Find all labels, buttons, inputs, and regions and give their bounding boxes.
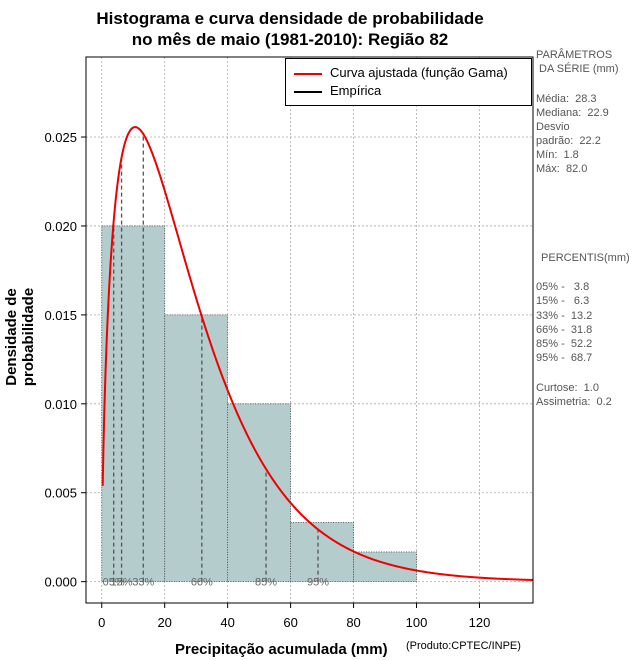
params-heading-1: PARÂMETROS bbox=[536, 49, 613, 61]
x-axis-label: Precipitação acumulada (mm) bbox=[175, 641, 388, 658]
percentis-heading: PERCENTIS(mm) bbox=[538, 252, 630, 264]
x-tick-label: 80 bbox=[346, 615, 360, 630]
y-axis-label: Densidade de probabilidade bbox=[3, 287, 37, 387]
y-tick-label: 0.010 bbox=[44, 397, 77, 412]
y-tick-label: 0.015 bbox=[44, 308, 77, 323]
legend-item-curve: Curva ajustada (função Gama) bbox=[294, 65, 508, 80]
percentile-label: 33% bbox=[132, 577, 154, 589]
legend-label-empirical: Empírica bbox=[330, 83, 382, 98]
percentile-label: 05% bbox=[103, 577, 125, 589]
legend: Curva ajustada (função Gama) Empírica bbox=[285, 58, 532, 106]
percentil-row: 05% - 3.8 bbox=[536, 281, 590, 293]
percentil-row: 33% - 13.2 bbox=[536, 310, 593, 322]
param-mediana: Mediana: 22.9 bbox=[536, 107, 609, 119]
x-tick-label: 40 bbox=[220, 615, 234, 630]
y-tick-label: 0.020 bbox=[44, 219, 77, 234]
param-max: Máx: 82.0 bbox=[536, 163, 588, 175]
x-tick-label: 20 bbox=[157, 615, 171, 630]
histogram-bar bbox=[101, 225, 166, 583]
param-desvio-2: padrão: 22.2 bbox=[536, 135, 601, 147]
x-tick-label: 60 bbox=[283, 615, 297, 630]
y-tick-label: 0.000 bbox=[44, 575, 77, 590]
y-tick-label: 0.025 bbox=[44, 130, 77, 145]
percentile-label: 85% bbox=[255, 577, 277, 589]
params-heading-2: DA SÉRIE (mm) bbox=[536, 63, 619, 75]
legend-swatch-empirical bbox=[294, 90, 322, 93]
percentile-label: 66% bbox=[191, 577, 213, 589]
legend-swatch-curve bbox=[294, 72, 322, 75]
x-tick-label: 100 bbox=[406, 615, 428, 630]
gamma-curve bbox=[101, 126, 534, 581]
param-curtose: Curtose: 1.0 bbox=[536, 382, 599, 394]
percentile-label: 15% bbox=[111, 577, 133, 589]
param-assimetria: Assimetria: 0.2 bbox=[536, 396, 612, 408]
x-tick-label: 120 bbox=[469, 615, 491, 630]
chart-title-line2: no mês de maio (1981-2010): Região 82 bbox=[131, 30, 449, 49]
param-min: Mín: 1.8 bbox=[536, 149, 579, 161]
percentile-label: 95% bbox=[307, 577, 329, 589]
credit-text: (Produto:CPTEC/INPE) bbox=[406, 640, 521, 652]
legend-item-empirical: Empírica bbox=[294, 83, 381, 98]
histogram-bar bbox=[164, 314, 229, 583]
param-media: Média: 28.3 bbox=[536, 93, 597, 105]
legend-label-curve: Curva ajustada (função Gama) bbox=[330, 65, 508, 80]
x-tick-label: 0 bbox=[98, 615, 105, 630]
y-tick-label: 0.005 bbox=[44, 486, 77, 501]
percentil-row: 95% - 68.7 bbox=[536, 352, 593, 364]
percentil-row: 66% - 31.8 bbox=[536, 324, 593, 336]
chart-title-line1: Histograma e curva densidade de probabil… bbox=[96, 9, 484, 28]
param-desvio-1: Desvio bbox=[536, 121, 570, 133]
plot-frame bbox=[85, 56, 534, 604]
percentil-row: 85% - 52.2 bbox=[536, 338, 593, 350]
histogram-bar bbox=[227, 403, 292, 583]
percentil-row: 15% - 6.3 bbox=[536, 295, 590, 307]
